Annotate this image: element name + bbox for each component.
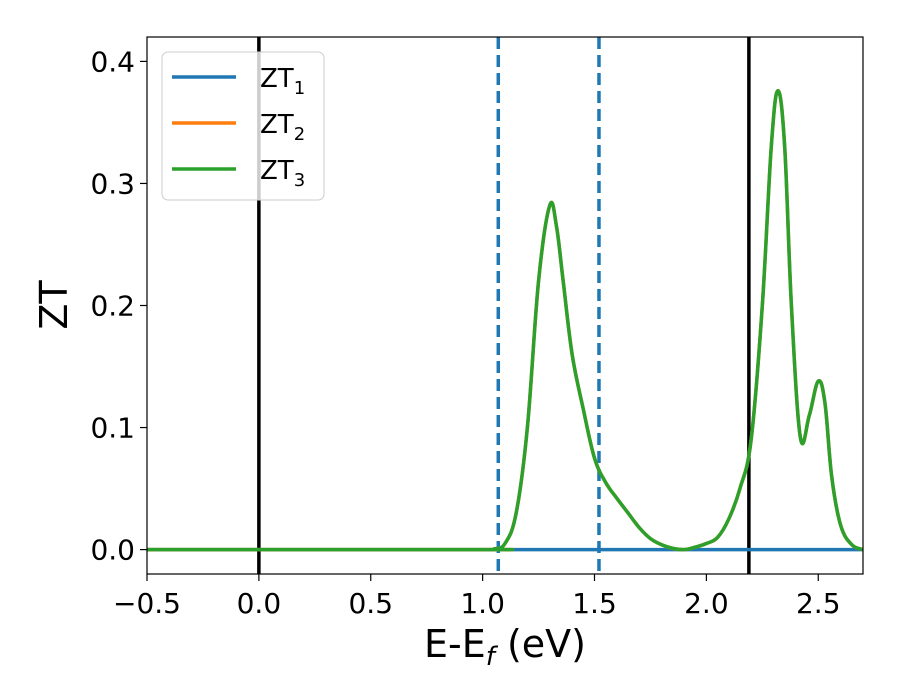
y-tick-label: 0.4	[90, 45, 135, 78]
x-tick-label: 2.0	[684, 587, 729, 620]
y-tick-label: 0.0	[90, 534, 135, 567]
y-tick-label: 0.2	[90, 290, 135, 323]
x-tick-label: −0.5	[113, 587, 181, 620]
y-tick-label: 0.1	[90, 412, 135, 445]
x-tick-label: 0.0	[237, 587, 282, 620]
legend: ZT1 ZT2 ZT3	[161, 51, 325, 201]
y-axis-title: ZT	[32, 280, 76, 330]
x-tick-label: 2.5	[796, 587, 841, 620]
x-axis-ticks: −0.5 0.0 0.5 1.0 1.5 2.0 2.5	[113, 574, 841, 620]
legend-box	[161, 51, 325, 201]
legend-label-zt1: ZT1	[260, 64, 305, 99]
series-lines	[147, 88, 863, 552]
legend-label-zt3: ZT3	[260, 156, 305, 191]
x-tick-label: 1.5	[572, 587, 617, 620]
x-tick-label: 1.0	[460, 587, 505, 620]
y-axis-ticks: 0.0 0.1 0.2 0.3 0.4	[90, 45, 147, 567]
x-axis-title: E-Ef (eV)	[424, 622, 586, 672]
series-line-zt3	[147, 88, 863, 552]
x-tick-label: 0.5	[348, 587, 393, 620]
y-tick-label: 0.3	[90, 167, 135, 200]
legend-label-zt2: ZT2	[260, 110, 305, 145]
